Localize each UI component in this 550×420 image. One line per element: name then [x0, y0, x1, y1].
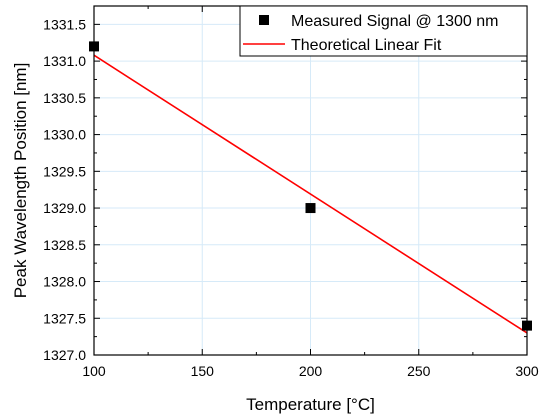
legend-label-fit: Theoretical Linear Fit	[291, 37, 442, 54]
y-tick-label: 1330.5	[43, 90, 86, 106]
fit-line	[93, 54, 528, 334]
legend-box	[239, 5, 528, 57]
x-tick-label: 100	[82, 363, 106, 379]
x-tick-label: 150	[191, 363, 215, 379]
y-tick-label: 1328.0	[43, 274, 86, 290]
grid	[94, 6, 527, 355]
legend-marker-measured	[259, 15, 269, 25]
legend-label-measured: Measured Signal @ 1300 nm	[291, 13, 498, 30]
x-axis-title: Temperature [°C]	[246, 395, 375, 414]
data-point	[305, 203, 316, 214]
y-axis-title: Peak Wavelength Position [nm]	[11, 63, 30, 299]
y-tick-label: 1329.5	[43, 163, 86, 179]
y-tick-labels: 1327.0 1327.5 1328.0 1328.5 1329.0 1329.5 1330…	[43, 16, 86, 363]
y-tick-label: 1330.0	[43, 127, 86, 143]
y-tick-label: 1327.0	[43, 347, 86, 363]
legend: Measured Signal @ 1300 nm Theoretical Li…	[239, 5, 528, 57]
fit-line-layer	[93, 54, 528, 334]
y-tick-label: 1327.5	[43, 310, 86, 326]
y-tick-label: 1329.0	[43, 200, 86, 216]
x-tick-labels: 100 150 200 250 300	[82, 363, 539, 379]
x-tick-label: 200	[299, 363, 323, 379]
y-tick-label: 1331.0	[43, 53, 86, 69]
y-tick-label: 1328.5	[43, 237, 86, 253]
y-tick-label: 1331.5	[43, 16, 86, 32]
x-tick-label: 300	[515, 363, 539, 379]
x-tick-label: 250	[407, 363, 431, 379]
